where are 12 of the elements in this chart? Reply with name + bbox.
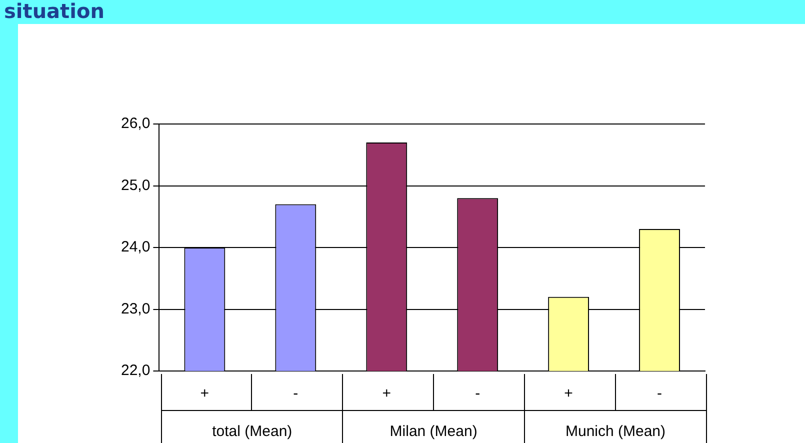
x-tick-label: - [657, 385, 662, 402]
chart-title: situation [4, 0, 104, 23]
x-tick-label: + [200, 385, 210, 402]
y-tick-label: 22,0 [120, 362, 150, 380]
y-tick-label: 25,0 [120, 176, 150, 194]
y-tick-label: 24,0 [120, 238, 150, 256]
x-tick-label: - [293, 385, 298, 402]
x-tick-label: + [382, 385, 392, 402]
y-tick-label: 23,0 [120, 300, 150, 318]
x-tick-label: + [564, 385, 574, 402]
x-tick-label: - [475, 385, 480, 402]
y-tick-label: 26,0 [120, 115, 150, 132]
